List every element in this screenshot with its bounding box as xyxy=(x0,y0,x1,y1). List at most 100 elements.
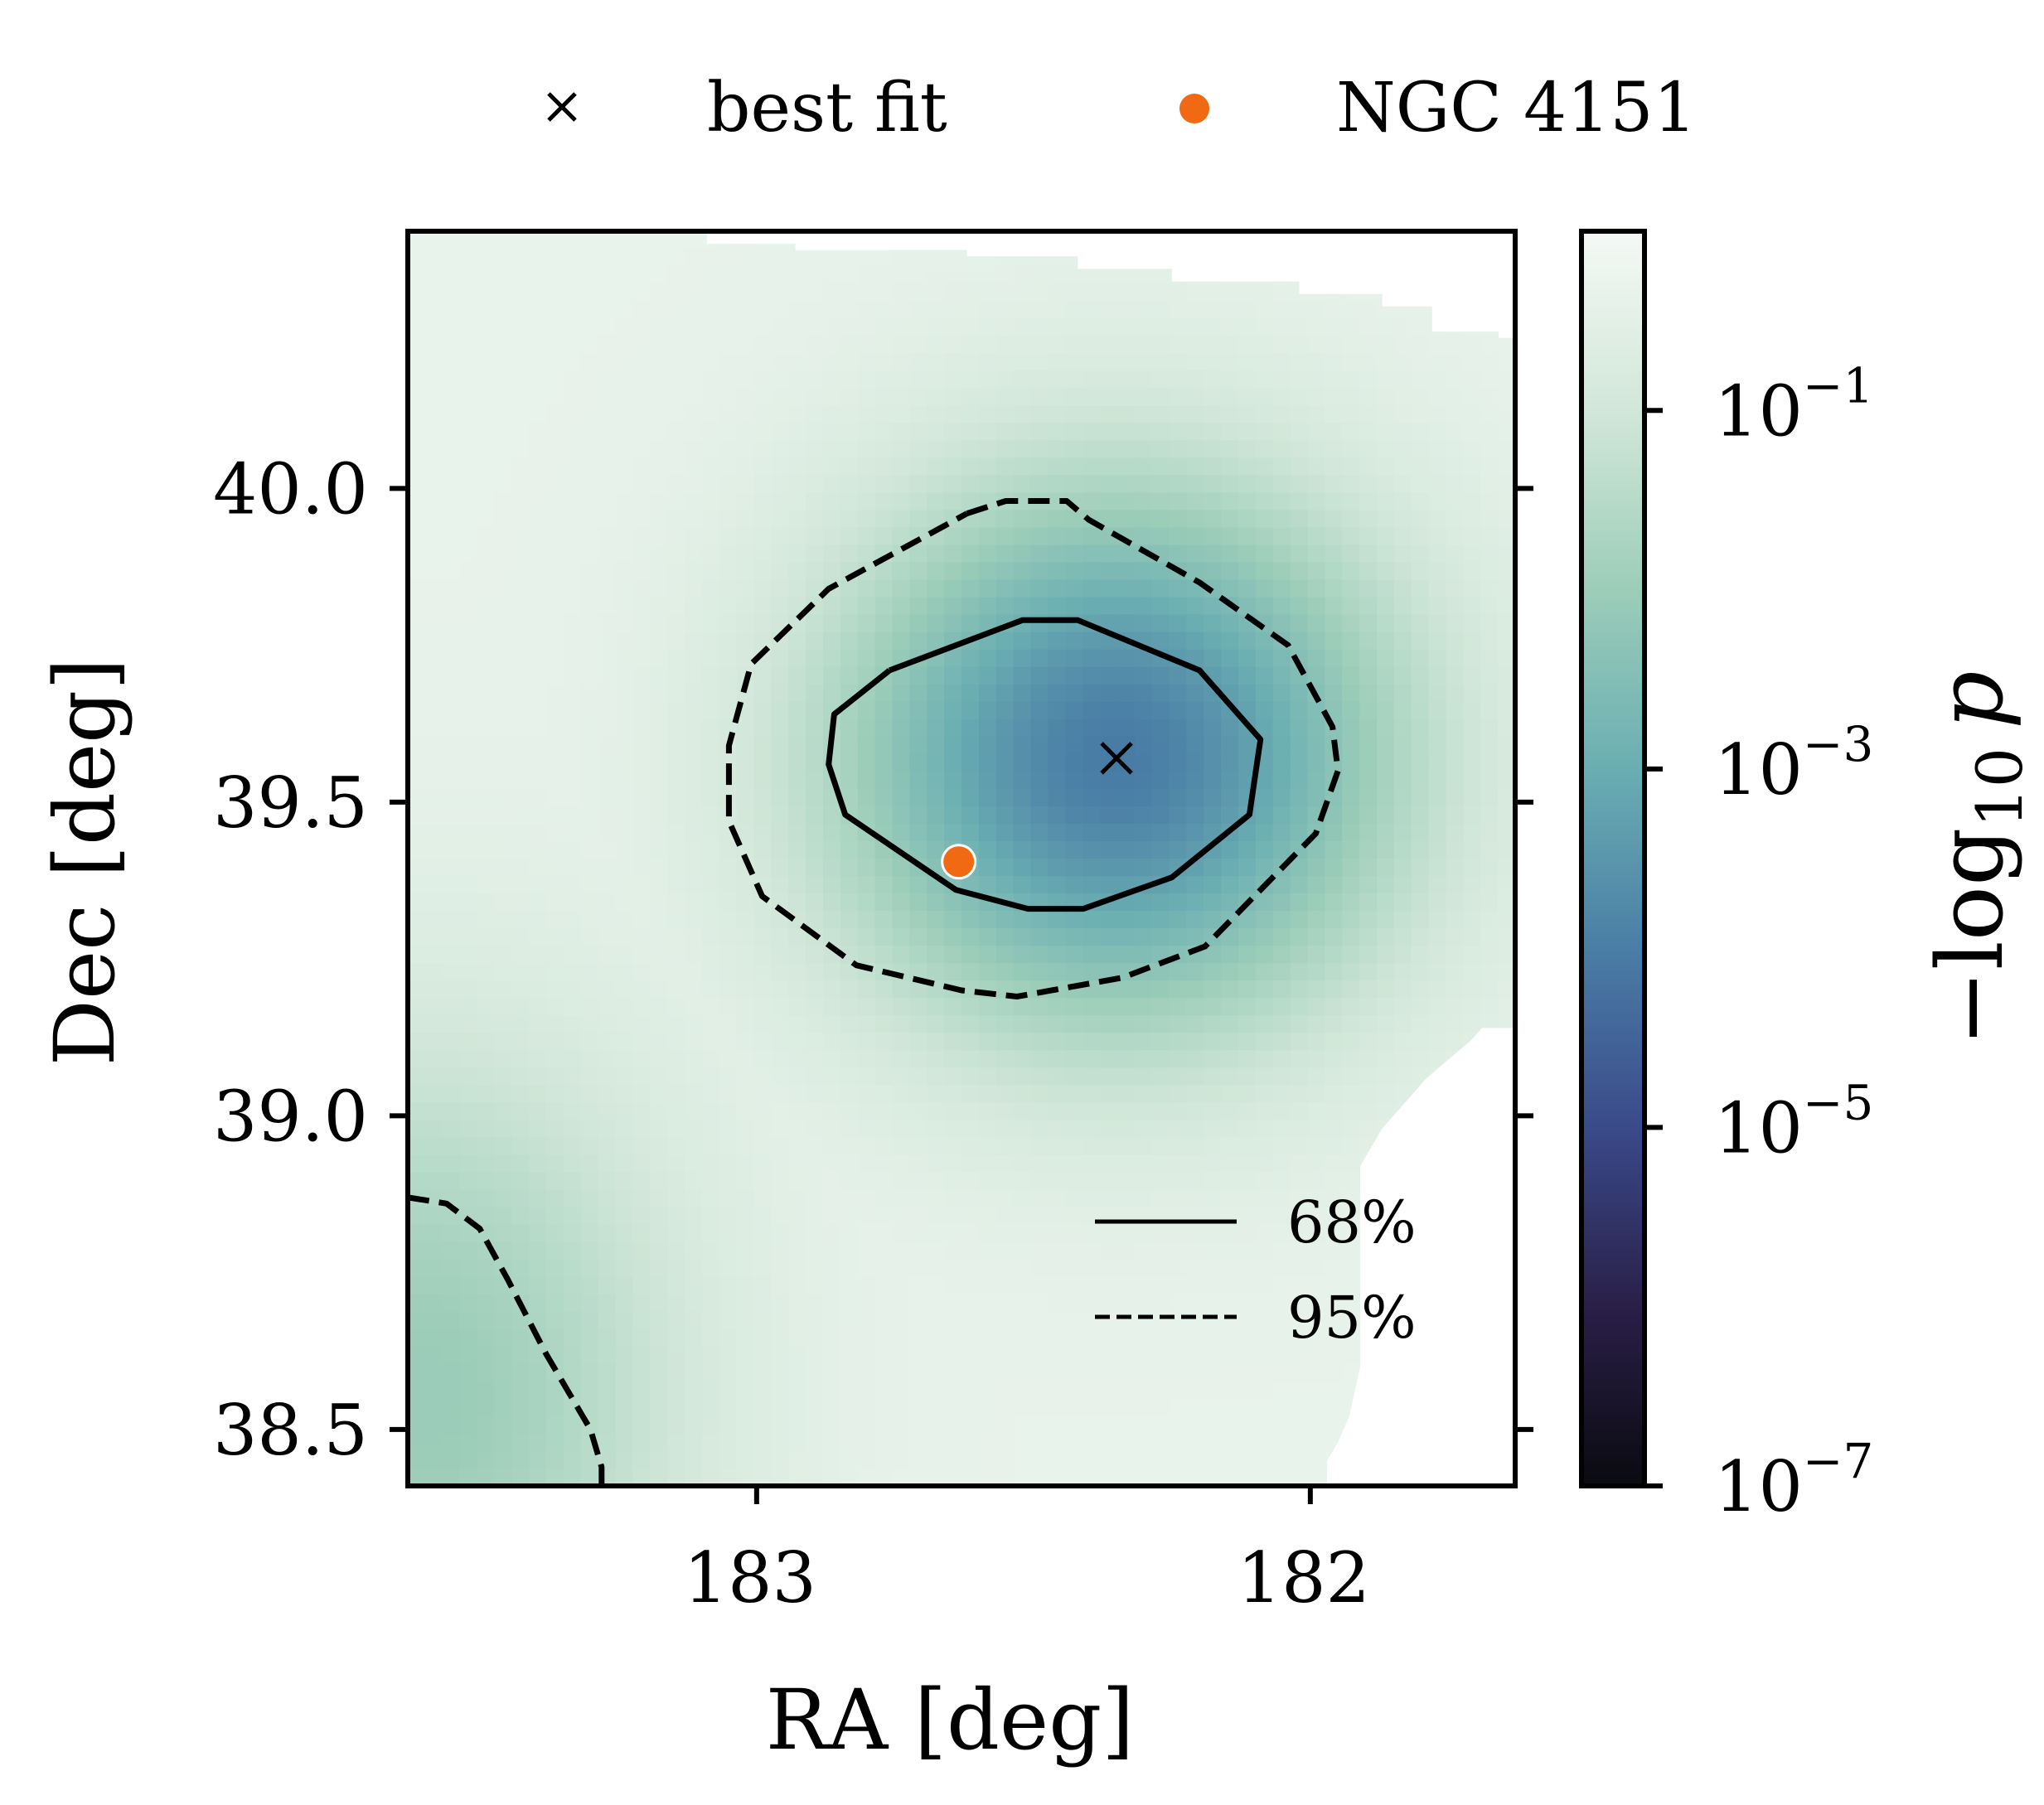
heatmap-cell xyxy=(408,597,426,616)
heatmap-cell xyxy=(477,1207,496,1226)
heatmap-cell xyxy=(1238,1241,1257,1261)
heatmap-cell xyxy=(1377,736,1395,755)
heatmap-cell xyxy=(823,1241,841,1261)
heatmap-cell xyxy=(1480,370,1499,390)
heatmap-cell xyxy=(1359,544,1378,564)
heatmap-cell xyxy=(580,579,599,598)
heatmap-cell xyxy=(424,963,443,982)
heatmap-cell xyxy=(857,388,876,407)
heatmap-cell xyxy=(1151,963,1170,982)
heatmap-cell xyxy=(823,666,841,685)
heatmap-cell xyxy=(1480,893,1499,912)
heatmap-cell xyxy=(511,946,530,965)
heatmap-cell xyxy=(701,1294,720,1313)
heatmap-cell xyxy=(1065,1311,1084,1330)
heatmap-cell xyxy=(701,719,720,738)
heatmap-cell xyxy=(944,370,962,390)
heatmap-cell xyxy=(1307,719,1326,738)
heatmap-cell xyxy=(806,1120,824,1139)
heatmap-cell xyxy=(1134,666,1153,685)
heatmap-cell xyxy=(995,684,1015,703)
heatmap-cell xyxy=(546,492,564,511)
heatmap-cell xyxy=(1116,1450,1136,1469)
heatmap-cell xyxy=(650,701,669,720)
heatmap-cell xyxy=(685,544,703,564)
heatmap-cell xyxy=(1393,475,1412,494)
heatmap-cell xyxy=(909,1137,928,1156)
heatmap-cell xyxy=(1134,1120,1153,1139)
heatmap-cell xyxy=(667,1102,685,1121)
heatmap-cell xyxy=(598,1050,617,1069)
heatmap-cell xyxy=(857,1468,876,1486)
heatmap-cell xyxy=(1325,475,1344,494)
heatmap-cell xyxy=(424,1450,443,1469)
heatmap-cell xyxy=(650,666,669,685)
heatmap-cell xyxy=(1221,1294,1239,1313)
heatmap-cell xyxy=(753,840,773,859)
heatmap-cell xyxy=(615,980,634,999)
heatmap-cell xyxy=(1100,1276,1118,1295)
heatmap-cell xyxy=(494,1328,513,1348)
heatmap-cell xyxy=(927,266,946,285)
heatmap-cell xyxy=(546,928,564,947)
heatmap-cell xyxy=(753,1433,773,1452)
heatmap-cell xyxy=(736,911,755,930)
heatmap-cell xyxy=(1013,1102,1032,1121)
heatmap-cell xyxy=(1272,666,1291,685)
heatmap-cell xyxy=(667,1346,685,1365)
heatmap-cell xyxy=(546,1050,564,1069)
heatmap-cell xyxy=(1186,1363,1205,1382)
heatmap-cell xyxy=(511,859,530,878)
heatmap-cell xyxy=(753,1398,773,1417)
y-tick-label: 38.5 xyxy=(213,1390,368,1471)
heatmap-cell xyxy=(701,492,720,511)
heatmap-cell xyxy=(823,1207,841,1226)
heatmap-cell xyxy=(1030,579,1049,598)
heatmap-cell xyxy=(1342,318,1361,337)
heatmap-cell xyxy=(1221,370,1239,390)
heatmap-cell xyxy=(753,859,773,878)
heatmap-cell xyxy=(477,1259,496,1278)
heatmap-cell xyxy=(1393,423,1412,442)
heatmap-cell xyxy=(1169,1120,1188,1139)
heatmap-cell xyxy=(1359,998,1378,1017)
heatmap-cell xyxy=(615,510,634,529)
heatmap-cell xyxy=(1030,1381,1049,1400)
heatmap-cell xyxy=(944,597,962,616)
heatmap-cell xyxy=(1255,998,1274,1017)
heatmap-cell xyxy=(753,1154,773,1173)
heatmap-cell xyxy=(1480,701,1499,720)
heatmap-cell xyxy=(1083,1294,1101,1313)
heatmap-cell xyxy=(598,911,617,930)
heatmap-cell xyxy=(909,544,928,564)
heatmap-cell xyxy=(546,1189,564,1208)
heatmap-cell xyxy=(1221,475,1239,494)
heatmap-cell xyxy=(806,1433,824,1452)
heatmap-cell xyxy=(840,423,859,442)
heatmap-cell xyxy=(1186,1137,1205,1156)
heatmap-cell xyxy=(857,1415,876,1435)
heatmap-cell xyxy=(736,632,755,651)
heatmap-cell xyxy=(1325,1346,1344,1365)
heatmap-cell xyxy=(580,1172,599,1191)
heatmap-cell xyxy=(892,911,911,930)
heatmap-cell xyxy=(1255,684,1274,703)
heatmap-cell xyxy=(1325,1328,1344,1348)
heatmap-cell xyxy=(1186,1033,1205,1052)
heatmap-cell xyxy=(1307,336,1326,355)
heatmap-cell xyxy=(1272,370,1291,390)
heatmap-cell xyxy=(667,597,685,616)
heatmap-cell xyxy=(961,353,980,372)
heatmap-cell xyxy=(823,527,841,546)
heatmap-cell xyxy=(546,510,564,529)
heatmap-cell xyxy=(580,736,599,755)
heatmap-cell xyxy=(701,249,720,268)
heatmap-cell xyxy=(736,928,755,947)
heatmap-cell xyxy=(424,719,443,738)
heatmap-cell xyxy=(1238,1224,1257,1243)
heatmap-cell xyxy=(927,1067,946,1086)
heatmap-cell xyxy=(1083,823,1101,842)
heatmap-cell xyxy=(1325,928,1344,947)
heatmap-cell xyxy=(1116,492,1136,511)
heatmap-cell xyxy=(1325,318,1344,337)
